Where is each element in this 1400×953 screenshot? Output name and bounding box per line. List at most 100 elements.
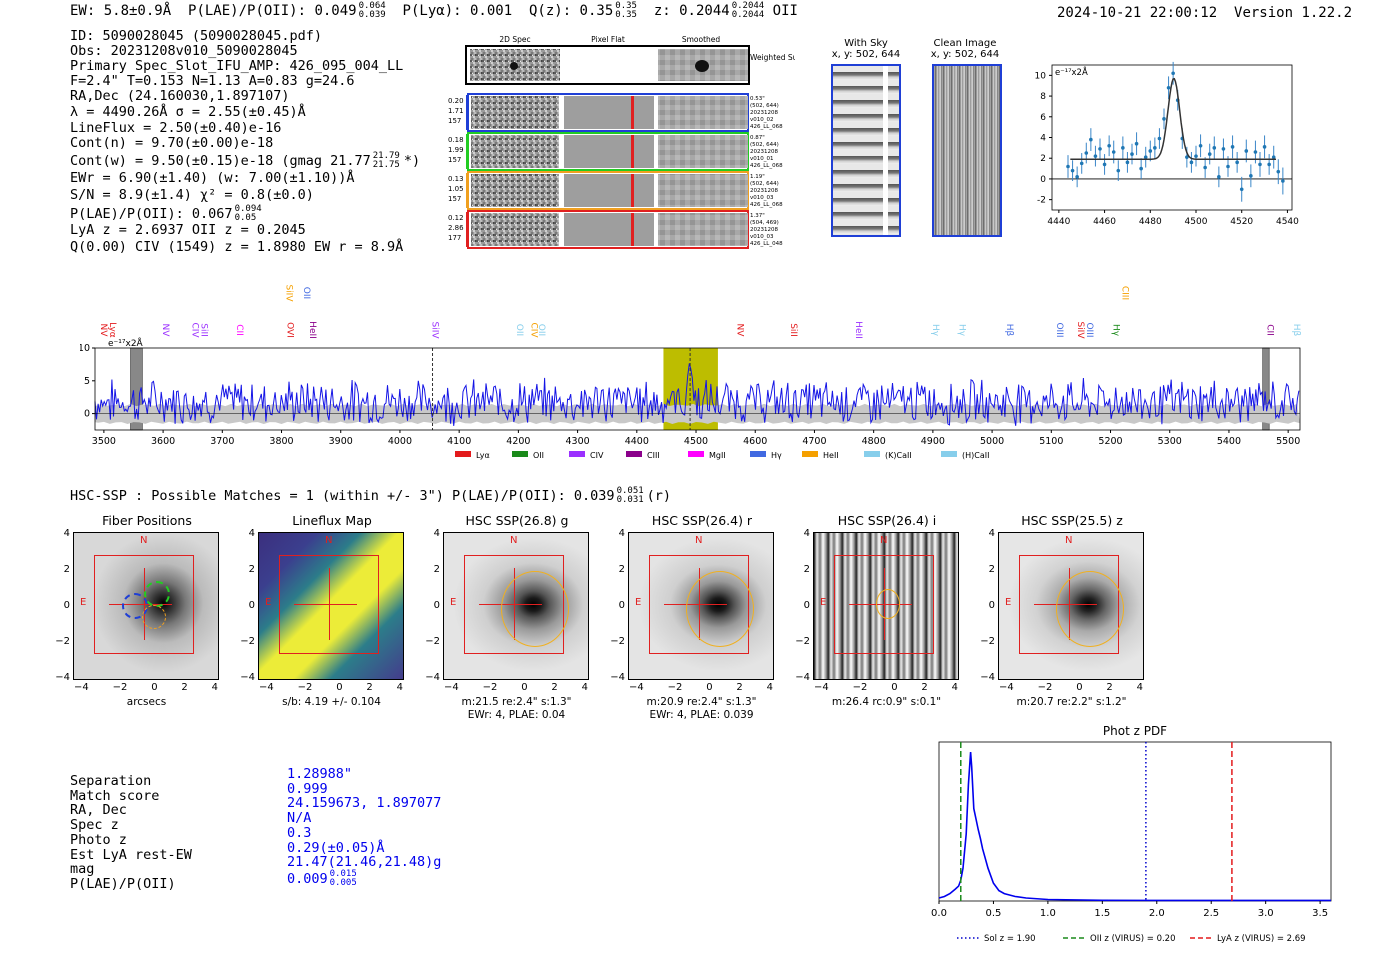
spec2d-row-meta: 426_LL_048 [750, 241, 783, 247]
zoom-ytick-label: 4 [1040, 134, 1046, 144]
aperture-ellipse [1056, 571, 1124, 647]
spec2d-row-meta: 20231208 [750, 110, 778, 116]
zoom-ytick-label: 0 [1040, 175, 1046, 185]
match-label-score: Match score [70, 787, 160, 804]
info-gmag-sup: 21.79 [372, 151, 400, 161]
line-id-label: Hγ [957, 324, 967, 337]
spec2d-row: 0.20 1.71 157 0.53"(502, 644)20231208v010_0… [448, 93, 783, 132]
spec2d-row-gap [560, 213, 563, 246]
hsc-panel: Lineflux Map N E −4 −2 0 2 4 4 2 0 −2 −4 s/b: 4.19 +/… [229, 510, 414, 725]
match-plae-sup: 0.015 [329, 868, 357, 879]
hsc-panel-ticks: −4 −2 0 2 4 [74, 682, 218, 693]
spec2d-row-cut [631, 213, 634, 246]
spec2d-row-value: 0.20 [448, 97, 464, 105]
hsc-xtick-label: −2 [297, 682, 313, 693]
line-id-label: OII [301, 287, 311, 299]
hsc-panel-caption-2: EWr: 4, PLAE: 0.04 [467, 709, 566, 721]
hsc-xtick-label: 4 [211, 682, 218, 693]
spec2d-row-smooth [658, 213, 748, 246]
match-value-photoz: 0.3 [287, 824, 312, 841]
spec2d-row-gap2 [654, 96, 657, 129]
line-id-label: SiII [199, 323, 209, 337]
header-plya: P(Lyα): 0.001 [402, 3, 513, 19]
line-id-label: SiIV [1075, 321, 1085, 339]
legend-swatch [512, 451, 528, 457]
full-xtick-label: 3900 [329, 436, 353, 447]
hsc-ytick-label: 4 [63, 528, 70, 539]
hsc-xtick-label: 0 [1076, 682, 1083, 693]
spec2d-row-meta: 426_LL_068 [750, 163, 783, 169]
info-primary: Primary Spec_Slot_IFU_AMP: 426_095_004_L… [70, 58, 404, 74]
hsc-ytick-label: 4 [248, 528, 255, 539]
line-id-label: OII [514, 324, 524, 336]
hsc-ytick-label: 0 [433, 600, 440, 611]
spec2d-row-meta: 0.53" [750, 96, 765, 102]
spec2d-row-gap2 [654, 174, 657, 207]
hsc-ytick-label: −4 [980, 672, 995, 683]
zoom-point [1098, 147, 1102, 151]
hsc-panel-title: Lineflux Map [292, 513, 372, 528]
zoom-point [1198, 143, 1203, 148]
full-axes-frame [94, 347, 1301, 431]
hsc-xtick-label: 4 [766, 682, 773, 693]
full-xtick-label: 4400 [625, 436, 649, 447]
zoom-point [1194, 154, 1198, 158]
hsc-xtick-label: 0 [336, 682, 343, 693]
pdf-xtick-label: 2.0 [1149, 908, 1165, 919]
pdf-axes-frame [938, 741, 1332, 902]
zoom-point [1207, 152, 1212, 156]
info-plae-sub: 0.05 [234, 213, 257, 223]
hsc-xtick-label: 2 [366, 682, 373, 693]
spec2d-row-value: 177 [448, 234, 461, 242]
spec2d-row-value: 0.12 [448, 214, 464, 222]
line-id-label: OVI [284, 322, 294, 338]
clean-image-title: Clean Image x, y: 502, 644 [925, 38, 1005, 60]
hsc-xtick-label: −4 [259, 682, 274, 693]
info-gmag-close: *) [403, 153, 421, 169]
spec2d-row-value: 157 [448, 156, 461, 164]
match-label-mag: mag [70, 861, 95, 878]
crosshair-v [329, 568, 331, 640]
zoom-xtick-label: 4500 [1185, 217, 1208, 227]
hsc-xtick-label: −2 [1037, 682, 1053, 693]
match-value-radec: 24.159673, 1.897077 [287, 795, 442, 812]
hsc-xtick-label: −2 [482, 682, 498, 693]
spec2d-row: 0.18 1.99 157 0.87"(502, 644)20231208v010_0… [448, 132, 783, 171]
info-radec: RA,Dec (24.160030,1.897107) [70, 88, 290, 104]
header-plae: P(LAE)/P(OII): 0.049 [188, 3, 357, 19]
zoom-point [1153, 146, 1157, 150]
legend-label: Lyα [476, 451, 490, 460]
pdf-xtick-label: 3.5 [1312, 908, 1328, 919]
full-xtick-label: 3600 [151, 436, 175, 447]
zoom-point [1217, 175, 1221, 179]
spec2d-row: 0.12 2.86 177 1.37"(504, 469)20231208v010_0… [448, 210, 783, 249]
match-label-specz: Spec z [70, 817, 119, 834]
hsc-ytick-label: −2 [610, 636, 625, 647]
full-xtick-label: 4700 [802, 436, 826, 447]
zoom-point [1102, 162, 1107, 167]
legend-label: OII [533, 451, 544, 460]
legend-swatch [569, 451, 585, 457]
spec2d-row-flat [564, 213, 654, 246]
pdf-curve [938, 751, 1331, 902]
hsc-ytick-label: 4 [433, 528, 440, 539]
spec2d-row-gap2 [654, 213, 657, 246]
zoom-point [1166, 85, 1171, 90]
line-id-label: HeII [307, 321, 317, 339]
spec2d-row-value: 0.18 [448, 136, 464, 144]
info-id: ID: 5090028045 (5090028045.pdf) [70, 28, 322, 44]
spec2d-row-raw [471, 174, 559, 207]
match-value-specz: N/A [287, 810, 312, 827]
full-xtick-label: 5300 [1158, 436, 1182, 447]
hsc-panel-title: Fiber Positions [102, 513, 192, 528]
hsc-header-band: (r) [646, 488, 672, 504]
spec2d-row-cut [631, 174, 634, 207]
zoom-point [1276, 169, 1281, 174]
match-values: 1.28988" 0.999 24.159673, 1.897077 N/A 0… [287, 767, 441, 888]
zoom-point [1171, 71, 1175, 76]
hsc-panel-title: HSC SSP(26.4) r [651, 513, 753, 528]
full-xtick-label: 4500 [684, 436, 708, 447]
